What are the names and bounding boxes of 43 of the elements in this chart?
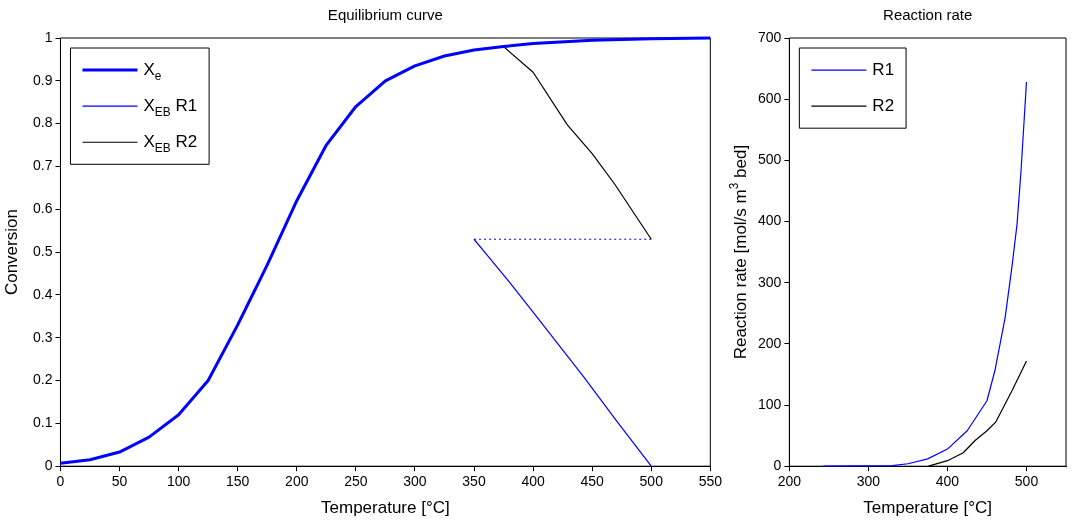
y-tick-label: 0.4 xyxy=(32,285,53,302)
chart-title: Equilibrium curve xyxy=(327,6,443,24)
x-tick-label: 550 xyxy=(698,473,723,490)
y-tick-label: 200 xyxy=(758,334,782,351)
y-tick-label: 0.7 xyxy=(32,157,53,174)
x-tick-label: 0 xyxy=(56,473,65,490)
x-tick-label: 400 xyxy=(935,473,960,490)
y-tick-label: 0.9 xyxy=(32,71,53,88)
y-tick-label: 400 xyxy=(758,212,782,229)
x-tick-label: 500 xyxy=(1014,473,1039,490)
y-tick-label: 600 xyxy=(758,90,782,107)
x-tick-label: 300 xyxy=(403,473,427,490)
y-tick-label: 0.1 xyxy=(32,414,53,431)
x-axis-title: Temperature [°C] xyxy=(321,497,450,517)
y-tick-label: 500 xyxy=(758,151,782,168)
x-tick-label: 150 xyxy=(226,473,250,490)
x-axis-title: Temperature [°C] xyxy=(863,497,993,517)
y-tick-label: 0.3 xyxy=(32,328,53,345)
y-tick-label: 0 xyxy=(44,457,53,474)
y-tick-label: 700 xyxy=(758,28,782,45)
x-tick-label: 50 xyxy=(111,473,128,490)
x-tick-label: 500 xyxy=(639,473,664,490)
y-axis-title: Reaction rate [mol/s m3 bed] xyxy=(726,144,751,360)
legend-label: R1 xyxy=(872,59,895,79)
x-tick-label: 200 xyxy=(777,473,802,490)
y-tick-label: 0.8 xyxy=(32,114,53,131)
y-tick-label: 1 xyxy=(44,28,53,45)
x-tick-label: 350 xyxy=(462,473,486,490)
y-tick-label: 0.6 xyxy=(32,200,53,217)
x-tick-label: 300 xyxy=(856,473,881,490)
y-tick-label: 0 xyxy=(773,457,782,474)
y-tick-label: 300 xyxy=(758,273,782,290)
x-tick-label: 100 xyxy=(166,473,191,490)
x-tick-label: 250 xyxy=(344,473,368,490)
x-tick-label: 450 xyxy=(580,473,605,490)
y-tick-label: 100 xyxy=(758,395,782,412)
y-tick-label: 0.5 xyxy=(32,242,53,259)
legend-label: R2 xyxy=(872,95,895,115)
x-tick-label: 400 xyxy=(521,473,545,490)
y-tick-label: 0.2 xyxy=(32,371,53,388)
x-tick-label: 200 xyxy=(285,473,309,490)
y-axis-title: Conversion xyxy=(2,209,22,296)
chart-title: Reaction rate xyxy=(883,6,973,24)
